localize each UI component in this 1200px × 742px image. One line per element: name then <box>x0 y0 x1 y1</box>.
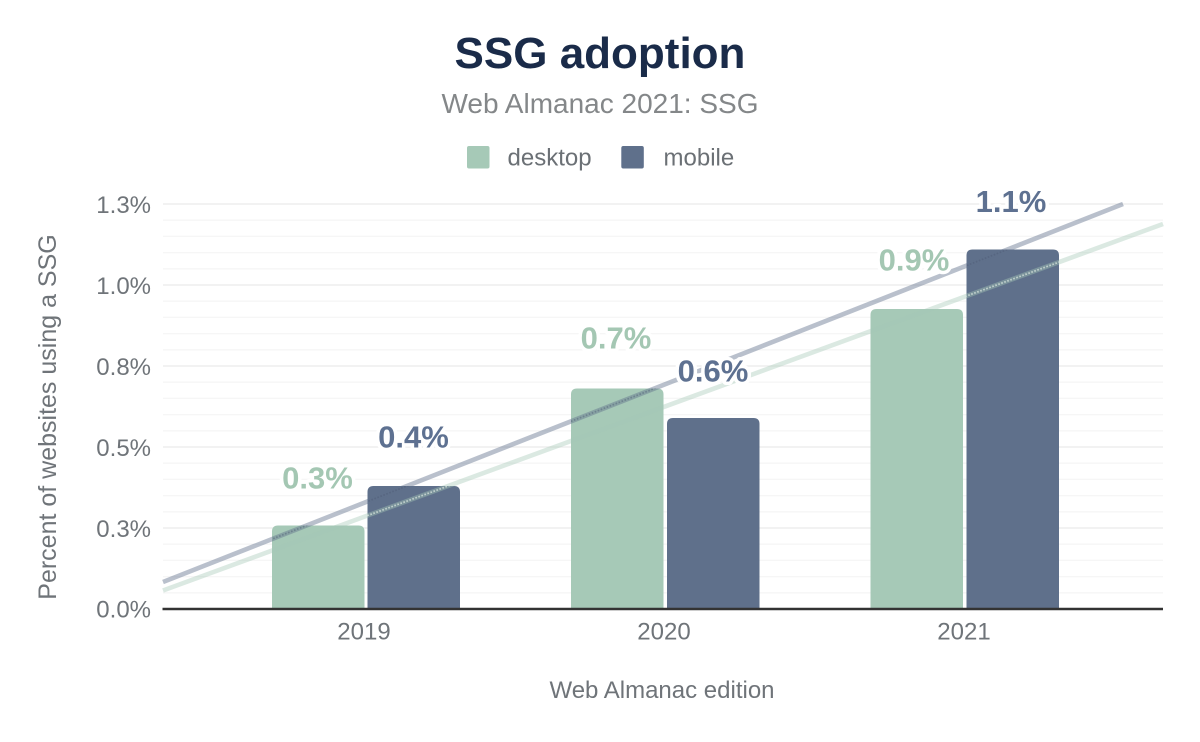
svg-text:0.5%: 0.5% <box>96 435 151 462</box>
svg-text:0.3%: 0.3% <box>282 461 353 496</box>
svg-text:mobile: mobile <box>664 145 735 172</box>
svg-text:2021: 2021 <box>937 619 990 646</box>
svg-text:Percent of websites using a SS: Percent of websites using a SSG <box>34 234 62 599</box>
svg-text:0.7%: 0.7% <box>581 321 652 356</box>
svg-text:1.0%: 1.0% <box>96 273 151 300</box>
svg-text:0.4%: 0.4% <box>378 420 449 455</box>
svg-text:SSG adoption: SSG adoption <box>455 29 746 78</box>
svg-text:1.1%: 1.1% <box>976 184 1047 219</box>
svg-text:1.3%: 1.3% <box>96 192 151 219</box>
svg-text:2020: 2020 <box>637 619 690 646</box>
svg-text:Web Almanac 2021: SSG: Web Almanac 2021: SSG <box>442 88 759 119</box>
svg-text:0.9%: 0.9% <box>879 243 950 278</box>
svg-text:0.8%: 0.8% <box>96 354 151 381</box>
svg-text:0.6%: 0.6% <box>678 353 749 388</box>
svg-text:desktop: desktop <box>508 145 592 172</box>
svg-text:0.3%: 0.3% <box>96 516 151 543</box>
svg-text:Web Almanac edition: Web Almanac edition <box>549 677 774 704</box>
svg-text:0.0%: 0.0% <box>96 597 151 624</box>
svg-text:2019: 2019 <box>337 619 390 646</box>
